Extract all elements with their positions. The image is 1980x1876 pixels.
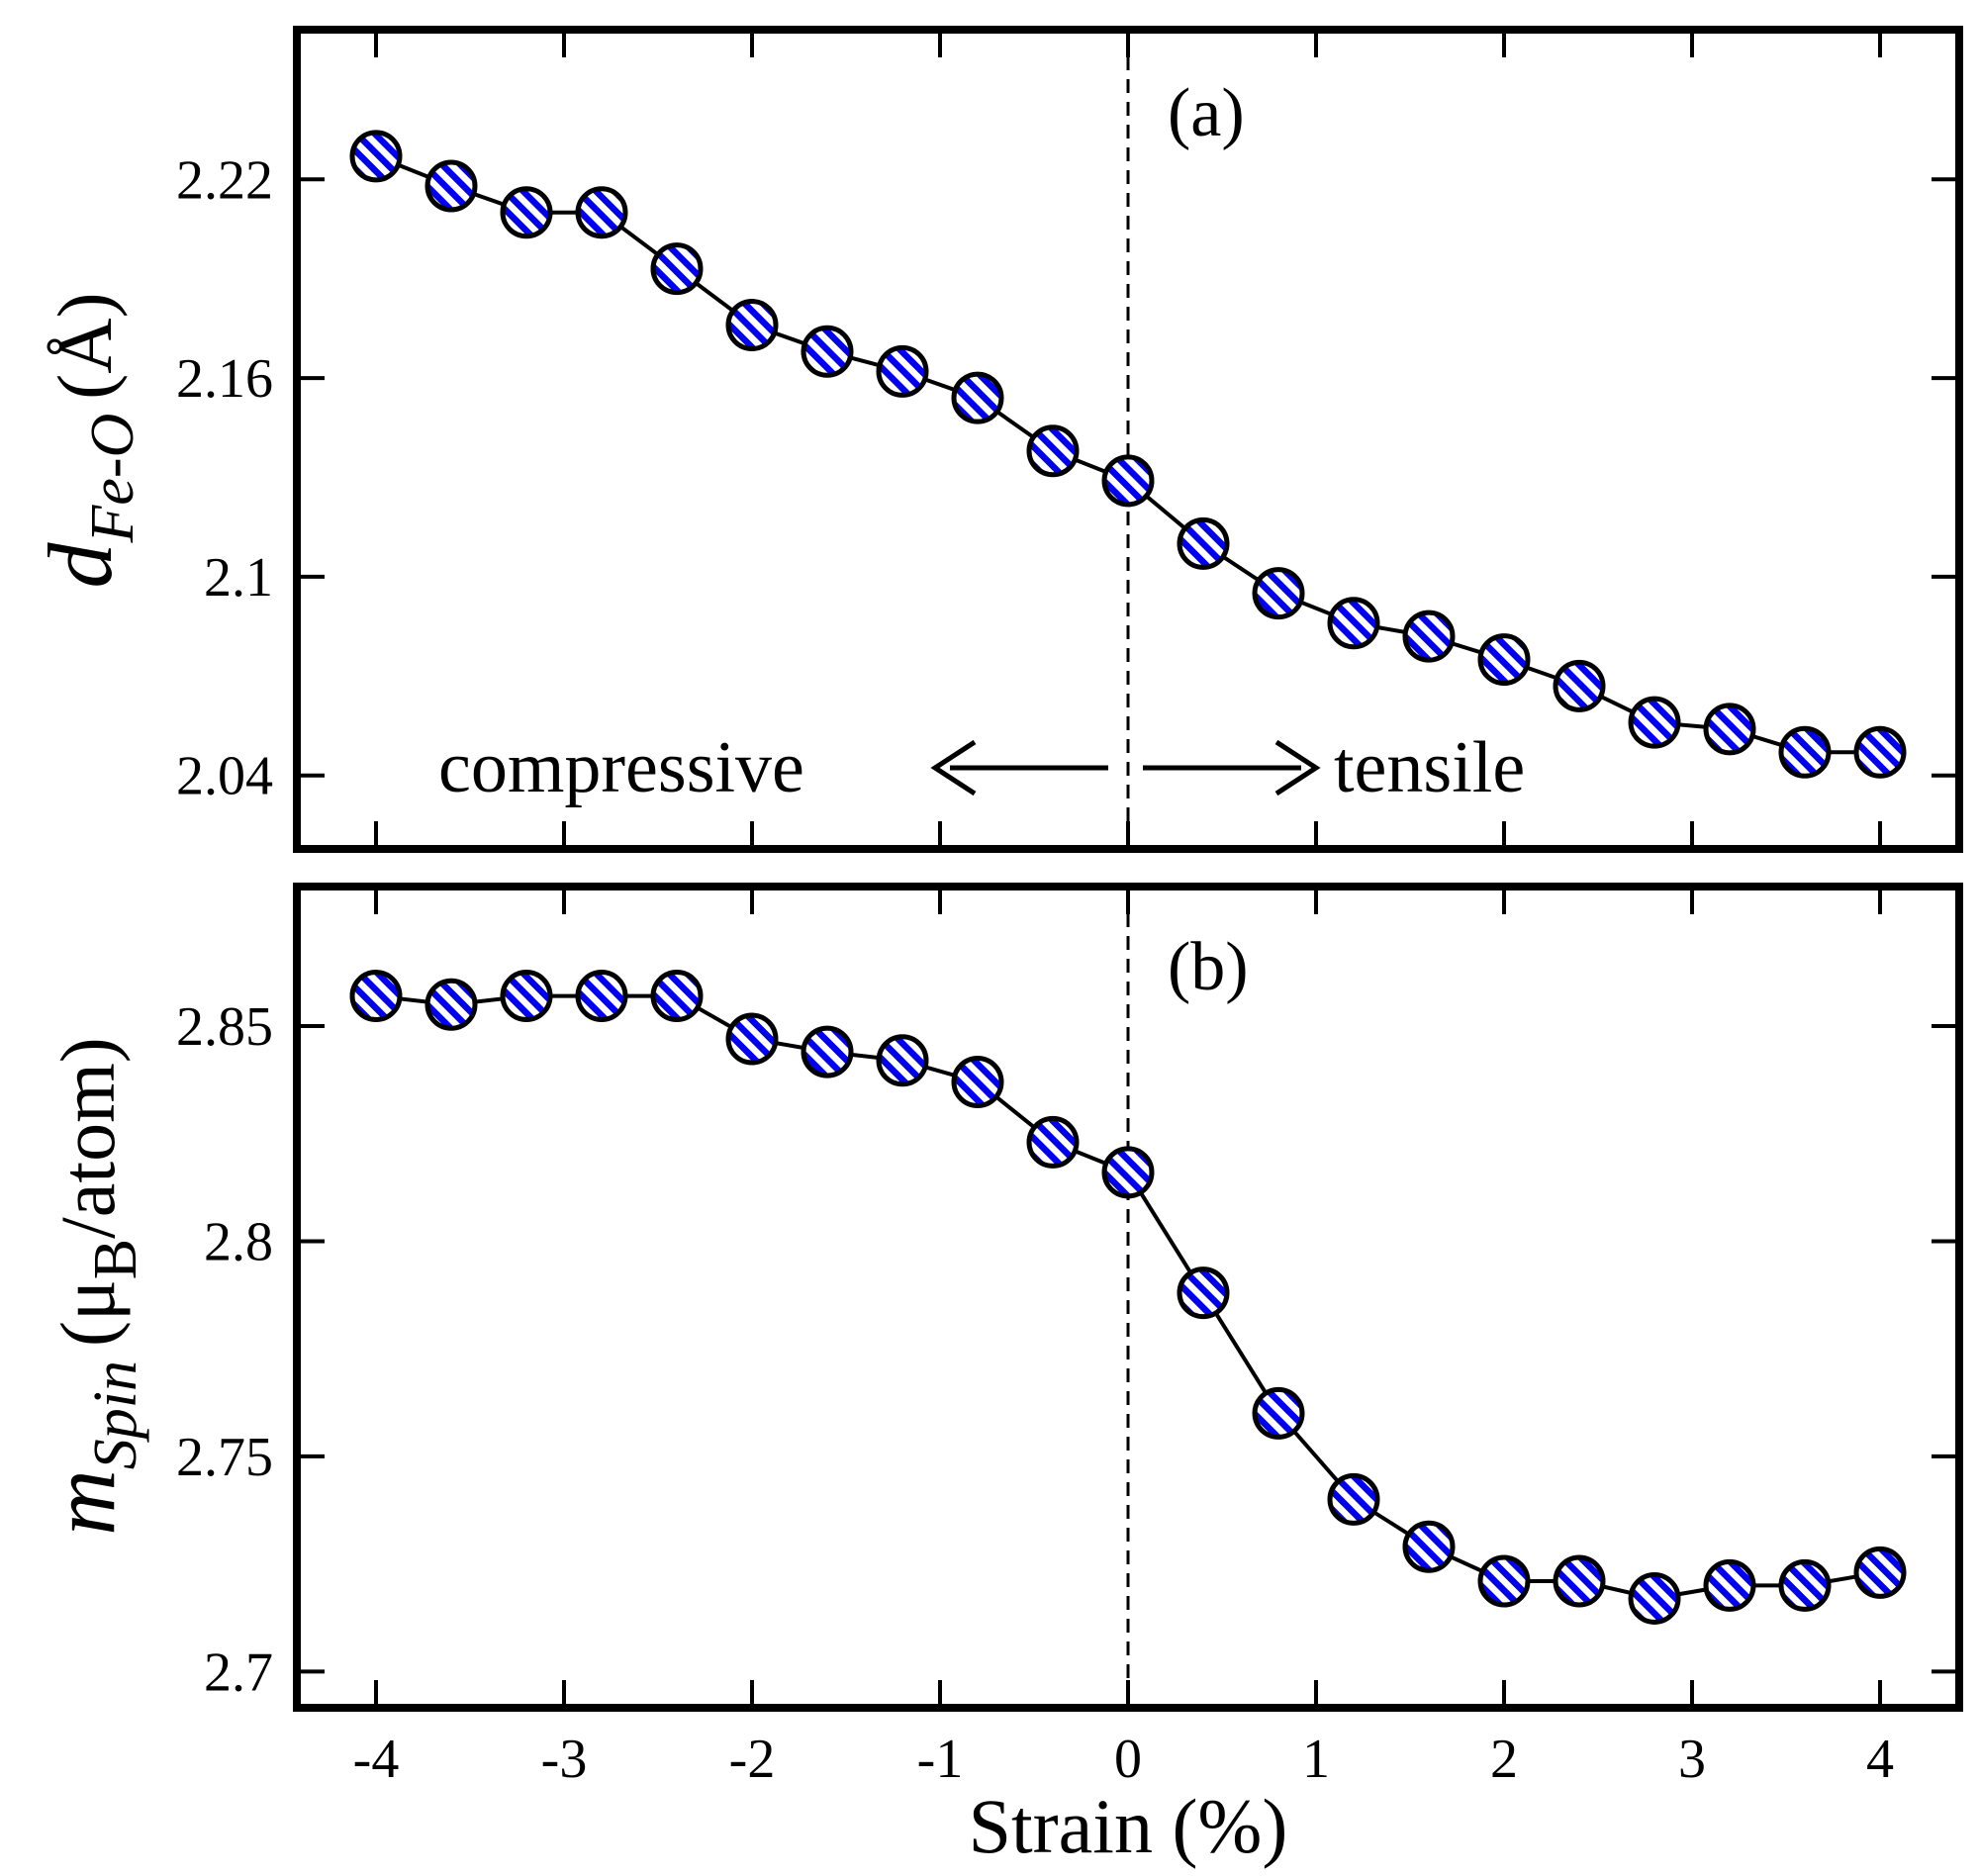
data-points-b: [349, 970, 1907, 1625]
data-point: [500, 186, 553, 239]
y-tick-label: 2.7: [204, 1642, 273, 1703]
data-point: [1026, 1115, 1080, 1169]
data-point: [1553, 659, 1606, 712]
data-point: [1402, 610, 1456, 663]
x-tick-label: 2: [1490, 1729, 1518, 1790]
plot-frame-a: [293, 26, 1963, 853]
y-tick-labels-a: 2.04 2.1 2.16 2.22: [176, 149, 273, 806]
x-axis-title: Strain (%): [969, 1783, 1288, 1869]
arrow-tensile: [1143, 739, 1321, 797]
data-point: [650, 970, 704, 1023]
panel-label-a: (a): [1168, 75, 1245, 151]
data-point: [1252, 567, 1305, 620]
data-point: [1177, 516, 1230, 570]
plot-frame-b: [293, 883, 1963, 1712]
y-tick-label: 2.1: [204, 547, 273, 609]
data-point: [1252, 1386, 1305, 1440]
data-point: [1553, 1554, 1606, 1608]
ticks-a: [301, 34, 1955, 845]
y-tick-label: 2.8: [204, 1211, 273, 1272]
data-point: [1477, 1554, 1531, 1608]
y-tick-labels-b: 2.7 2.75 2.8 2.85: [176, 996, 273, 1703]
data-point: [951, 371, 1004, 424]
data-point: [1177, 1266, 1230, 1320]
data-point: [1026, 424, 1080, 478]
data-point: [1703, 1558, 1756, 1612]
data-point: [1628, 1571, 1681, 1625]
x-tick-label: 4: [1866, 1729, 1894, 1790]
y-tick-label: 2.22: [176, 149, 273, 211]
x-tick-label: 1: [1302, 1729, 1330, 1790]
data-point: [575, 970, 628, 1023]
y-axis-title-b: mSpin(μB/atom): [33, 1037, 149, 1535]
data-point: [801, 325, 854, 378]
data-point: [1477, 633, 1531, 687]
data-point: [1101, 1146, 1155, 1199]
data-point: [500, 970, 553, 1023]
ticks-b: [301, 891, 1955, 1704]
arrow-compressive: [930, 739, 1108, 797]
data-points-a: [349, 130, 1907, 779]
data-point: [951, 1056, 1004, 1109]
y-tick-label: 2.85: [176, 996, 273, 1058]
data-point: [1628, 696, 1681, 749]
data-point: [1853, 1546, 1907, 1599]
data-point: [725, 299, 779, 352]
x-tick-label: 0: [1114, 1729, 1142, 1790]
data-point: [876, 344, 929, 398]
x-tick-label: -1: [917, 1729, 964, 1790]
x-tick-label: 3: [1678, 1729, 1706, 1790]
data-point: [1778, 725, 1832, 779]
data-point: [575, 186, 628, 239]
data-point: [1778, 1558, 1832, 1612]
y-tick-label: 2.75: [176, 1427, 273, 1488]
data-point: [650, 242, 704, 296]
annotation-tensile: tensile: [1334, 727, 1525, 808]
panel-b: 2.7 2.75 2.8 2.85 -4 -3 -2 -1 0 1 2 3 4 (b) mSpin(μ…: [33, 883, 1963, 1790]
panel-label-b: (b): [1168, 929, 1249, 1005]
data-point: [725, 1012, 779, 1066]
data-point: [1853, 725, 1907, 779]
data-point: [424, 159, 478, 213]
data-point: [876, 1034, 929, 1087]
data-point: [349, 130, 403, 183]
annotation-compressive: compressive: [438, 727, 804, 808]
data-point: [424, 978, 478, 1031]
data-point: [1703, 703, 1756, 756]
data-point: [1327, 1472, 1380, 1526]
y-axis-title-a: dFe-O(Å): [30, 292, 146, 588]
data-point: [801, 1025, 854, 1079]
data-point: [1327, 597, 1380, 650]
data-point: [1101, 454, 1155, 508]
data-point: [349, 970, 403, 1023]
x-tick-label: -4: [353, 1729, 400, 1790]
x-tick-labels: -4 -3 -2 -1 0 1 2 3 4: [353, 1729, 1894, 1790]
x-tick-label: -2: [729, 1729, 776, 1790]
y-tick-label: 2.16: [176, 348, 273, 410]
panel-a: 2.042.12.162.22 (a) compressive tensile …: [30, 26, 1963, 853]
x-tick-label: -3: [541, 1729, 588, 1790]
data-point: [1402, 1520, 1456, 1573]
y-tick-label: 2.04: [176, 746, 273, 807]
